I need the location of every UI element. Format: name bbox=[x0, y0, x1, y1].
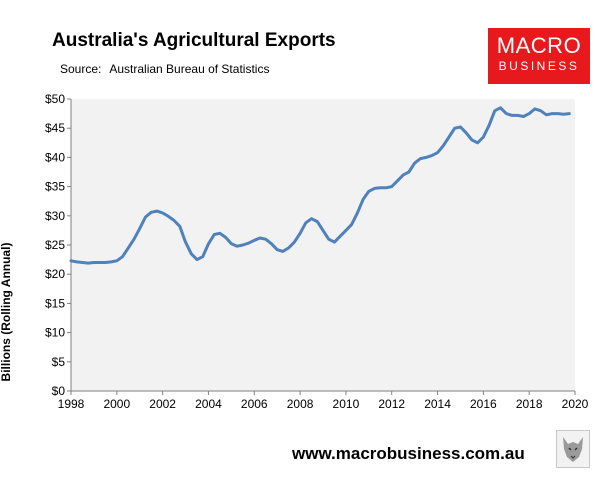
y-tick-label: $20 bbox=[45, 267, 65, 281]
logo-line1: MACRO bbox=[496, 33, 582, 58]
y-tick-label: $0 bbox=[52, 384, 66, 398]
y-tick-label: $15 bbox=[45, 296, 65, 310]
x-tick-label: 2012 bbox=[378, 397, 405, 411]
plot-area bbox=[71, 99, 575, 391]
y-tick-label: $30 bbox=[45, 209, 65, 223]
x-tick-label: 2002 bbox=[149, 397, 176, 411]
macrobusiness-logo: MACRO BUSINESS bbox=[488, 28, 590, 84]
website-footer: www.macrobusiness.com.au bbox=[292, 444, 525, 463]
x-tick-label: 2008 bbox=[287, 397, 314, 411]
y-tick-label: $5 bbox=[52, 355, 66, 369]
y-tick-label: $35 bbox=[45, 180, 65, 194]
x-tick-label: 2014 bbox=[424, 397, 451, 411]
wolf-logo-icon bbox=[556, 430, 590, 468]
x-tick-label: 2016 bbox=[470, 397, 497, 411]
x-tick-label: 2010 bbox=[333, 397, 360, 411]
y-tick-label: $25 bbox=[45, 238, 65, 252]
y-tick-label: $10 bbox=[45, 326, 65, 340]
chart-title: Australia's Agricultural Exports bbox=[52, 30, 336, 51]
series-line bbox=[69, 106, 571, 265]
x-tick-label: 1998 bbox=[58, 397, 85, 411]
x-tick-label: 2000 bbox=[103, 397, 130, 411]
source-label: Source: bbox=[60, 62, 102, 76]
source-text: Australian Bureau of Statistics bbox=[109, 62, 270, 76]
y-tick-label: $50 bbox=[45, 92, 65, 106]
logo-line2: BUSINESS bbox=[498, 59, 580, 73]
x-tick-label: 2020 bbox=[562, 397, 589, 411]
x-tick-label: 2004 bbox=[195, 397, 222, 411]
x-tick-label: 2018 bbox=[516, 397, 543, 411]
y-tick-label: $40 bbox=[45, 150, 65, 164]
source-line: Source: Australian Bureau of Statistics bbox=[60, 62, 269, 76]
y-tick-label: $45 bbox=[45, 121, 65, 135]
x-tick-label: 2006 bbox=[241, 397, 268, 411]
